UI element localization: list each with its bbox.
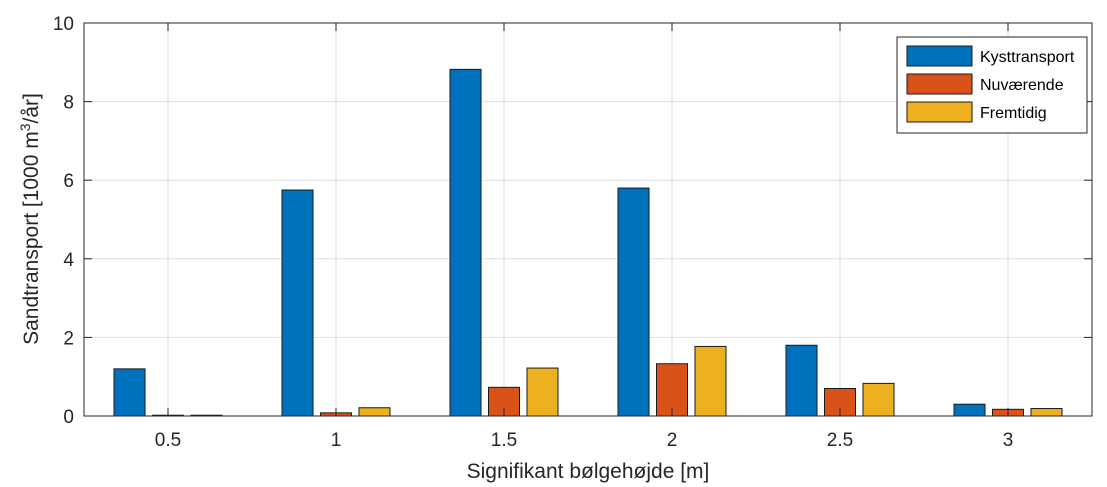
plot-frame bbox=[83, 22, 1093, 417]
legend-swatch-fremtidig bbox=[906, 101, 973, 123]
x-tick-label: 2 bbox=[667, 430, 678, 451]
bar-fremtidig-2 bbox=[694, 345, 727, 417]
bar-kysttransport-1.5 bbox=[449, 68, 482, 417]
bar-nuværende-2 bbox=[656, 363, 688, 417]
legend-label-fremtidig: Fremtidig bbox=[980, 105, 1047, 122]
y-tick-label: 2 bbox=[63, 328, 74, 349]
y-tick-label: 0 bbox=[63, 407, 74, 428]
bar-fremtidig-1.5 bbox=[526, 367, 559, 417]
legend-label-kysttransport: Kysttransport bbox=[980, 49, 1075, 66]
tick-labels: 0 2 4 6 8 10 0.5 1 1.5 2 2.5 3 bbox=[53, 14, 1013, 451]
bar-kysttransport-0.5 bbox=[113, 368, 146, 417]
grid bbox=[84, 23, 1092, 416]
x-tick-label: 1 bbox=[331, 430, 342, 451]
bar-nuværende-1.5 bbox=[488, 386, 520, 417]
y-axis-label-unit: /år] bbox=[20, 93, 43, 123]
bars bbox=[113, 68, 1063, 417]
legend-label-nuværende: Nuværende bbox=[980, 77, 1064, 94]
y-tick-label: 4 bbox=[63, 250, 74, 271]
bar-kysttransport-1 bbox=[281, 189, 314, 417]
y-axis-label-main: Sandtransport [1000 m bbox=[20, 131, 43, 345]
x-tick-label: 0.5 bbox=[155, 430, 181, 451]
x-axis-label: Signifikant bølgehøjde [m] bbox=[467, 460, 710, 483]
bar-fremtidig-3 bbox=[1030, 408, 1063, 417]
legend-swatch-kysttransport bbox=[906, 45, 973, 67]
y-tick-label: 6 bbox=[63, 171, 74, 192]
legend: Kysttransport Nuværende Fremtidig bbox=[896, 36, 1088, 134]
y-tick-label: 10 bbox=[53, 14, 74, 35]
y-tick-label: 8 bbox=[63, 93, 74, 114]
bar-kysttransport-2.5 bbox=[785, 344, 818, 417]
bar-fremtidig-2.5 bbox=[862, 382, 895, 417]
legend-swatch-nuværende bbox=[906, 73, 973, 95]
y-axis-label-superscript: 3 bbox=[17, 123, 33, 131]
x-tick-label: 3 bbox=[1003, 430, 1014, 451]
bar-kysttransport-2 bbox=[617, 187, 650, 417]
bar-kysttransport-3 bbox=[953, 403, 986, 417]
x-tick-label: 1.5 bbox=[491, 430, 517, 451]
x-tick-label: 2.5 bbox=[827, 430, 853, 451]
bar-fremtidig-1 bbox=[358, 407, 391, 417]
y-axis-label: Sandtransport [1000 m3/år] bbox=[17, 93, 43, 345]
